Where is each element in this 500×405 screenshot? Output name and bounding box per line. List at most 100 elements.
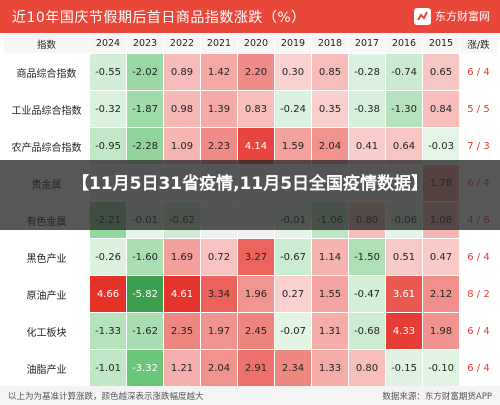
headline-overlay[interactable]: [0, 160, 500, 230]
column-header: 2019: [274, 33, 312, 54]
table-row: 黑色产业 -0.26 -1.60 1.69 0.72 3.27 -0.67 1.14 -1.50…: [3, 238, 498, 276]
value-cell: -0.55: [89, 53, 127, 91]
value-cell: 3.34: [200, 275, 238, 313]
value-cell: -1.50: [348, 238, 386, 276]
footer: 以上为为基准计算涨跌，颜色越深表示涨跌幅度越大 数据来源：东方财富期货APP: [0, 386, 500, 405]
column-header: 2023: [126, 33, 164, 54]
up-down-ratio: 8 / 2: [459, 275, 498, 313]
value-cell: -0.74: [385, 53, 423, 91]
brand-logo-icon: [414, 7, 431, 25]
value-cell: 2.23: [200, 127, 238, 165]
value-cell: 1.33: [311, 349, 349, 387]
table-row: 原油产业 4.66 -5.82 4.61 3.34 1.96 0.27 1.55 -0.47 3.…: [3, 275, 498, 313]
value-cell: -1.87: [126, 90, 164, 128]
value-cell: -0.10: [422, 349, 460, 387]
value-cell: 2.12: [422, 275, 460, 313]
brand: 东方财富网: [414, 6, 490, 26]
value-cell: 1.98: [422, 312, 460, 350]
value-cell: 0.72: [200, 238, 238, 276]
up-down-ratio: 6 / 4: [459, 312, 498, 350]
value-cell: 0.65: [422, 53, 460, 91]
column-header: 2020: [237, 33, 275, 54]
column-header: 2015: [422, 33, 460, 54]
value-cell: 0.47: [422, 238, 460, 276]
value-cell: 2.35: [163, 312, 201, 350]
value-cell: -0.03: [422, 127, 460, 165]
value-cell: 1.96: [237, 275, 275, 313]
up-down-ratio: 6 / 4: [459, 349, 498, 387]
value-cell: -0.38: [348, 90, 386, 128]
value-cell: -0.95: [89, 127, 127, 165]
value-cell: 1.69: [163, 238, 201, 276]
row-label: 油脂产业: [3, 349, 90, 387]
row-label: 农产品综合指数: [3, 127, 90, 165]
value-cell: 0.35: [311, 90, 349, 128]
value-cell: 2.91: [237, 349, 275, 387]
value-cell: 4.66: [89, 275, 127, 313]
value-cell: -5.82: [126, 275, 164, 313]
value-cell: -0.24: [274, 90, 312, 128]
value-cell: 1.21: [163, 349, 201, 387]
value-cell: -0.15: [385, 349, 423, 387]
value-cell: -2.02: [126, 53, 164, 91]
value-cell: -1.60: [126, 238, 164, 276]
column-header: 2021: [200, 33, 238, 54]
value-cell: 4.14: [237, 127, 275, 165]
value-cell: 0.51: [385, 238, 423, 276]
value-cell: 0.85: [311, 53, 349, 91]
value-cell: 1.14: [311, 238, 349, 276]
up-down-ratio: 7 / 3: [459, 127, 498, 165]
footer-source: 数据来源：东方财富期货APP: [382, 392, 492, 402]
value-cell: 0.80: [348, 349, 386, 387]
column-header: 2022: [163, 33, 201, 54]
row-label: 工业品综合指数: [3, 90, 90, 128]
value-cell: 1.55: [311, 275, 349, 313]
value-cell: 0.64: [385, 127, 423, 165]
value-cell: 2.04: [311, 127, 349, 165]
footer-note: 以上为为基准计算涨跌，颜色越深表示涨跌幅度越大: [8, 392, 204, 402]
up-down-ratio: 5 / 5: [459, 90, 498, 128]
value-cell: -0.47: [348, 275, 386, 313]
value-cell: -0.68: [348, 312, 386, 350]
value-cell: 0.30: [274, 53, 312, 91]
value-cell: 3.61: [385, 275, 423, 313]
table-row: 农产品综合指数 -0.95 -2.28 1.09 2.23 4.14 1.59 2.04 0.4…: [3, 127, 498, 165]
value-cell: 2.34: [274, 349, 312, 387]
value-cell: 0.98: [163, 90, 201, 128]
brand-name: 东方财富网: [435, 10, 490, 23]
value-cell: 4.61: [163, 275, 201, 313]
table-row: 油脂产业 -1.01 -3.32 1.21 2.04 2.91 2.34 1.33 0.80 -0…: [3, 349, 498, 387]
value-cell: -1.33: [89, 312, 127, 350]
row-label: 化工板块: [3, 312, 90, 350]
value-cell: 2.20: [237, 53, 275, 91]
column-header: 2016: [385, 33, 423, 54]
table-row: 工业品综合指数 -0.32 -1.87 0.98 1.39 0.83 -0.24 0.35 -0…: [3, 90, 498, 128]
column-header: 2024: [89, 33, 127, 54]
value-cell: -3.32: [126, 349, 164, 387]
column-header: 指数: [3, 33, 90, 54]
table-row: 化工板块 -1.33 -1.62 2.35 1.97 2.45 -0.07 1.31 -0.68…: [3, 312, 498, 350]
value-cell: 0.27: [274, 275, 312, 313]
row-label: 商品综合指数: [3, 53, 90, 91]
value-cell: 3.27: [237, 238, 275, 276]
value-cell: -1.01: [89, 349, 127, 387]
value-cell: 1.97: [200, 312, 238, 350]
up-down-ratio: 6 / 4: [459, 238, 498, 276]
value-cell: -1.30: [385, 90, 423, 128]
value-cell: 1.42: [200, 53, 238, 91]
column-header: 涨/跌: [459, 33, 498, 54]
value-cell: -2.28: [126, 127, 164, 165]
value-cell: -1.62: [126, 312, 164, 350]
column-header: 2018: [311, 33, 349, 54]
value-cell: -0.26: [89, 238, 127, 276]
headline-overlay-text[interactable]: 【11月5日31省疫情,11月5日全国疫情数据】: [71, 174, 429, 194]
value-cell: 0.89: [163, 53, 201, 91]
value-cell: -0.32: [89, 90, 127, 128]
value-cell: 1.59: [274, 127, 312, 165]
value-cell: 2.45: [237, 312, 275, 350]
value-cell: 1.39: [200, 90, 238, 128]
value-cell: -0.67: [274, 238, 312, 276]
up-down-ratio: 6 / 4: [459, 53, 498, 91]
row-label: 黑色产业: [3, 238, 90, 276]
page-title: 近10年国庆节假期后首日商品指数涨跌（%）: [12, 10, 306, 26]
